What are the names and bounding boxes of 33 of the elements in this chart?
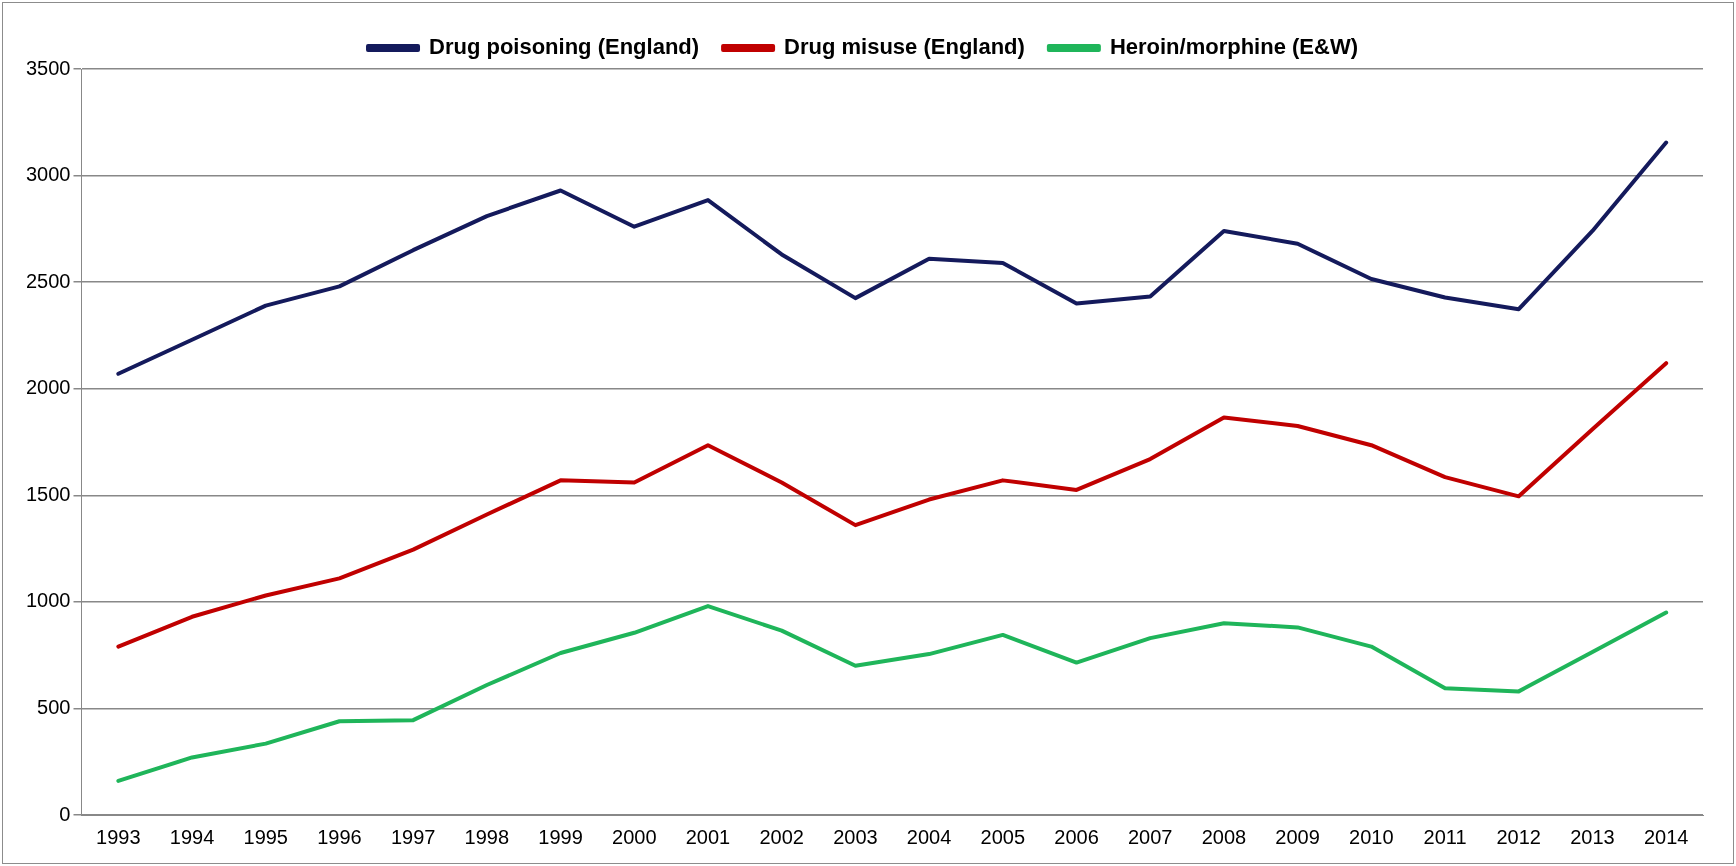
x-tick-label: 2005 [980, 825, 1026, 848]
x-tick-label: 1996 [317, 825, 362, 848]
y-tick-label: 2500 [25, 269, 71, 292]
y-tick-label: 500 [37, 695, 71, 718]
x-tick-label: 2010 [1349, 825, 1394, 848]
x-tick-label: 2001 [685, 825, 731, 848]
y-tick-label: 0 [59, 802, 71, 825]
x-tick-label: 1997 [390, 825, 436, 848]
x-tick-label: 2004 [906, 825, 952, 848]
y-tick-label: 2000 [25, 376, 71, 399]
x-tick-label: 2008 [1201, 825, 1247, 848]
x-tick-label: 1995 [243, 825, 288, 848]
y-tick-label: 1000 [25, 589, 71, 612]
x-tick-label: 2012 [1496, 825, 1541, 848]
x-tick-label: 2003 [833, 825, 878, 848]
x-tick-label: 1994 [169, 825, 215, 848]
x-tick-label: 2014 [1643, 825, 1689, 848]
x-tick-label: 2013 [1570, 825, 1615, 848]
x-tick-label: 2011 [1423, 825, 1467, 848]
legend-label: Drug poisoning (England) [429, 34, 700, 60]
y-tick-label: 3000 [25, 163, 71, 186]
legend-label: Heroin/morphine (E&W) [1109, 34, 1358, 60]
x-tick-label: 1998 [464, 825, 510, 848]
y-tick-label: 3500 [25, 56, 71, 79]
legend-label: Drug misuse (England) [784, 34, 1025, 60]
x-tick-label: 2009 [1275, 825, 1320, 848]
y-tick-label: 1500 [25, 482, 71, 505]
x-tick-label: 2000 [612, 825, 657, 848]
x-tick-label: 1999 [538, 825, 583, 848]
x-tick-label: 2006 [1054, 825, 1099, 848]
x-tick-label: 1993 [96, 825, 141, 848]
x-tick-label: 2002 [759, 825, 804, 848]
x-tick-label: 2007 [1127, 825, 1173, 848]
